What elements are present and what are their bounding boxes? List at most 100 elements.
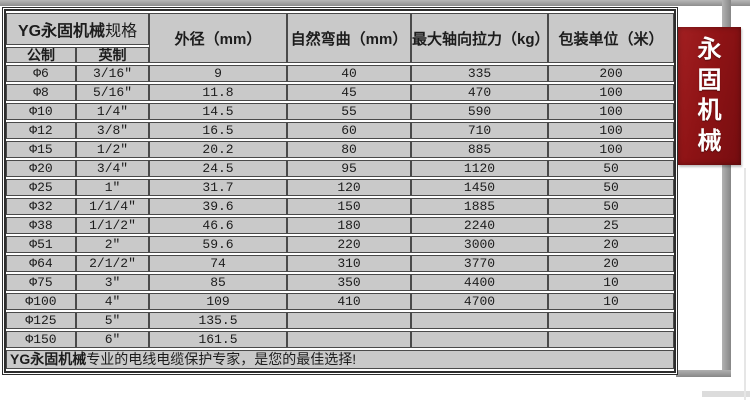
- cell-bend: 40: [287, 65, 412, 82]
- table-row: Φ6 3/16″ 9 40 335 200: [6, 65, 675, 82]
- cell-imperial: 3″: [76, 274, 150, 291]
- cell-metric: Φ10: [6, 103, 76, 120]
- cell-tension: 4700: [411, 293, 549, 310]
- cell-od: 14.5: [149, 103, 288, 120]
- cell-pack: 50: [548, 198, 675, 215]
- cell-bend: [287, 331, 412, 348]
- cell-imperial: 3/4″: [76, 160, 150, 177]
- cell-tension: 4400: [411, 274, 549, 291]
- cell-od: 59.6: [149, 236, 288, 253]
- cell-pack: 25: [548, 217, 675, 234]
- cell-bend: 410: [287, 293, 412, 310]
- footer-note-bold: YG永固机械: [10, 351, 87, 367]
- footer-note-rest: 专业的电线电缆保护专家，是您的最佳选择!: [86, 351, 357, 367]
- cell-imperial: 1/1/4″: [76, 198, 150, 215]
- cell-tension: 710: [411, 122, 549, 139]
- cell-od: 46.6: [149, 217, 288, 234]
- table-row: Φ20 3/4″ 24.5 95 1120 50: [6, 160, 675, 177]
- cell-pack: 20: [548, 255, 675, 272]
- cell-od: 9: [149, 65, 288, 82]
- banner-char: 械: [697, 128, 722, 156]
- cell-pack: [548, 312, 675, 329]
- cell-imperial: 5/16″: [76, 84, 150, 101]
- cell-imperial: 2″: [76, 236, 150, 253]
- cell-tension: 1120: [411, 160, 549, 177]
- footer-note: YG永固机械专业的电线电缆保护专家，是您的最佳选择!: [6, 350, 675, 369]
- sub-header-imperial: 英制: [76, 47, 150, 63]
- cell-bend: 150: [287, 198, 412, 215]
- cell-pack: 10: [548, 293, 675, 310]
- cell-tension: 2240: [411, 217, 549, 234]
- cell-tension: 1450: [411, 179, 549, 196]
- cell-bend: 180: [287, 217, 412, 234]
- table-row: Φ38 1/1/2″ 46.6 180 2240 25: [6, 217, 675, 234]
- cell-pack: 100: [548, 84, 675, 101]
- cell-metric: Φ6: [6, 65, 76, 82]
- cell-od: 11.8: [149, 84, 288, 101]
- frame-bottom-bar: [676, 370, 731, 377]
- cell-metric: Φ51: [6, 236, 76, 253]
- cell-od: 161.5: [149, 331, 288, 348]
- cell-tension: [411, 312, 549, 329]
- cell-metric: Φ125: [6, 312, 76, 329]
- table-row: Φ25 1″ 31.7 120 1450 50: [6, 179, 675, 196]
- cell-od: 135.5: [149, 312, 288, 329]
- col-header-max-axial-tension: 最大轴向拉力（kg）: [411, 13, 549, 63]
- cell-imperial: 4″: [76, 293, 150, 310]
- cell-bend: 55: [287, 103, 412, 120]
- cell-imperial: 6″: [76, 331, 150, 348]
- cell-imperial: 1″: [76, 179, 150, 196]
- sub-header-metric: 公制: [6, 47, 76, 63]
- table-row: Φ75 3″ 85 350 4400 10: [6, 274, 675, 291]
- cell-pack: 100: [548, 141, 675, 158]
- table-row: Φ8 5/16″ 11.8 45 470 100: [6, 84, 675, 101]
- frame-right-bar: [722, 0, 731, 372]
- cell-imperial: 3/16″: [76, 65, 150, 82]
- cell-tension: 335: [411, 65, 549, 82]
- cell-od: 20.2: [149, 141, 288, 158]
- cell-imperial: 5″: [76, 312, 150, 329]
- cell-od: 24.5: [149, 160, 288, 177]
- cell-bend: 95: [287, 160, 412, 177]
- cell-pack: 20: [548, 236, 675, 253]
- table-row: Φ15 1/2″ 20.2 80 885 100: [6, 141, 675, 158]
- cell-tension: 1885: [411, 198, 549, 215]
- cell-od: 74: [149, 255, 288, 272]
- cell-bend: 220: [287, 236, 412, 253]
- frame-shadow-artifact: [702, 391, 750, 397]
- table-title: YG永固机械规格: [6, 13, 150, 45]
- col-header-packing-unit: 包装单位（米）: [548, 13, 675, 63]
- cell-imperial: 1/1/2″: [76, 217, 150, 234]
- table-row: Φ10 1/4″ 14.5 55 590 100: [6, 103, 675, 120]
- banner-char: 永: [697, 35, 722, 63]
- cell-bend: 80: [287, 141, 412, 158]
- cell-imperial: 1/2″: [76, 141, 150, 158]
- table-row: Φ100 4″ 109 410 4700 10: [6, 293, 675, 310]
- table-row: Φ150 6″ 161.5: [6, 331, 675, 348]
- cell-metric: Φ12: [6, 122, 76, 139]
- table-row: Φ51 2″ 59.6 220 3000 20: [6, 236, 675, 253]
- cell-od: 16.5: [149, 122, 288, 139]
- banner-char: 固: [697, 66, 722, 94]
- cell-metric: Φ15: [6, 141, 76, 158]
- banner-char: 机: [697, 97, 722, 125]
- table-title-rest: 规格: [105, 23, 138, 40]
- cell-imperial: 1/4″: [76, 103, 150, 120]
- frame-edge-artifact: [744, 168, 746, 400]
- cell-tension: 590: [411, 103, 549, 120]
- cell-bend: 120: [287, 179, 412, 196]
- cell-imperial: 2/1/2″: [76, 255, 150, 272]
- col-header-outer-diameter: 外径（mm）: [149, 13, 288, 63]
- cell-metric: Φ150: [6, 331, 76, 348]
- frame-top-bar: [0, 0, 750, 6]
- brand-banner: 永 固 机 械: [678, 27, 741, 165]
- footer-row: YG永固机械专业的电线电缆保护专家，是您的最佳选择!: [6, 350, 675, 369]
- cell-od: 109: [149, 293, 288, 310]
- header-row-1: YG永固机械规格 外径（mm） 自然弯曲（mm） 最大轴向拉力（kg） 包装单位…: [6, 13, 675, 63]
- cell-bend: 350: [287, 274, 412, 291]
- cell-pack: [548, 331, 675, 348]
- cell-metric: Φ38: [6, 217, 76, 234]
- cell-bend: 45: [287, 84, 412, 101]
- header-row-2: 公制 英制: [6, 47, 674, 63]
- cell-od: 85: [149, 274, 288, 291]
